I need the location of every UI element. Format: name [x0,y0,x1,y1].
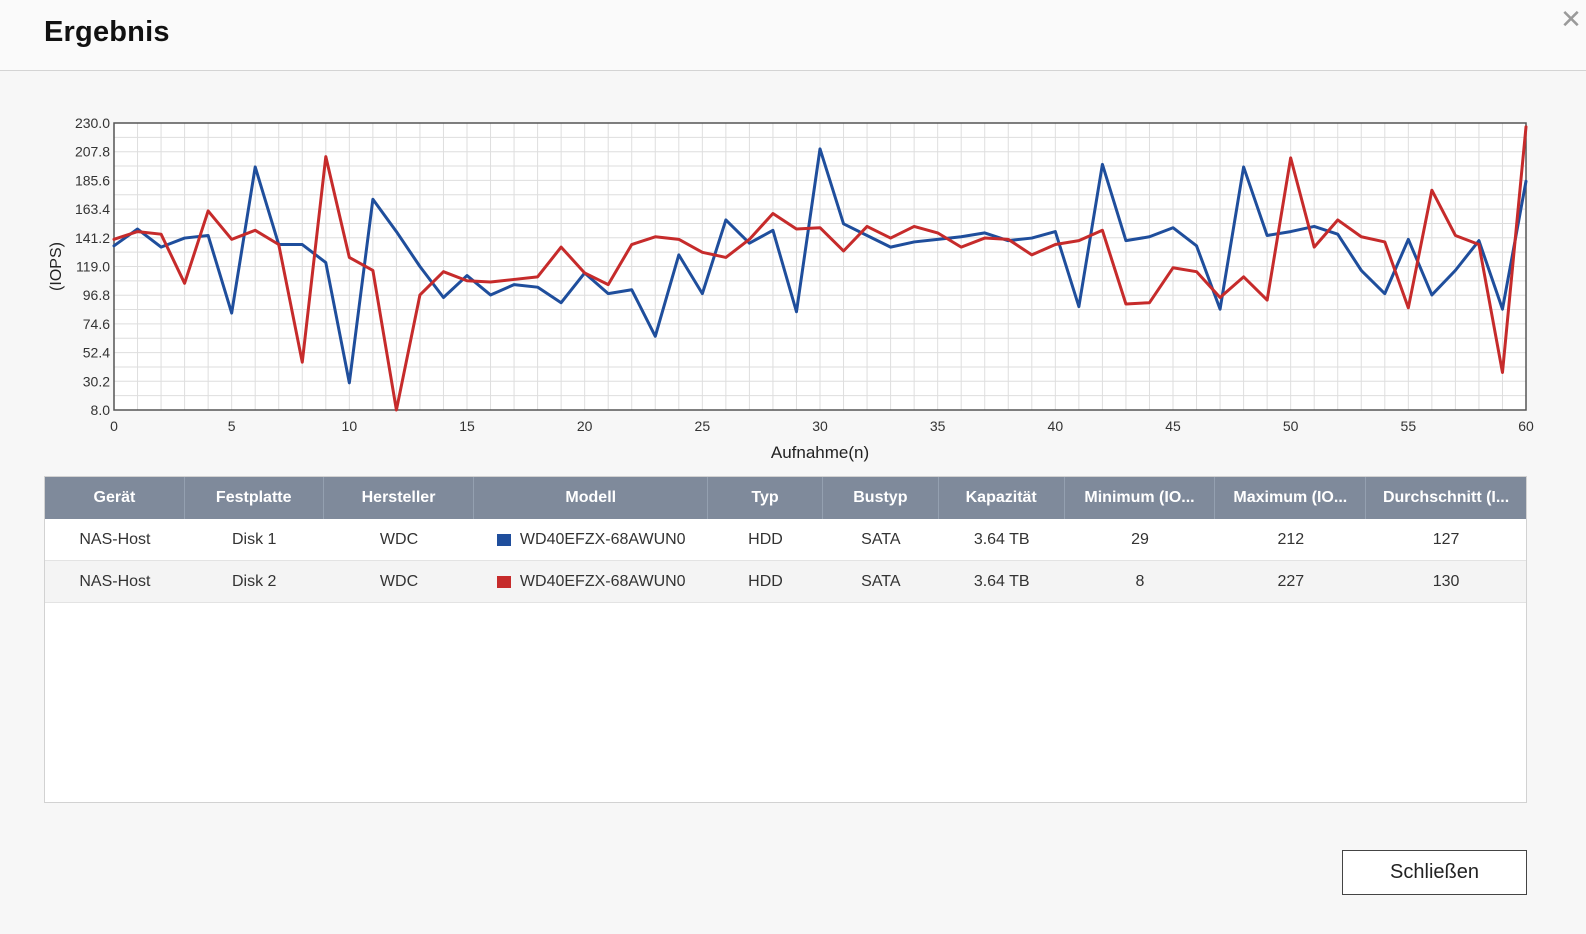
column-header[interactable]: Typ [708,477,823,519]
y-tick-label: 207.8 [75,144,110,160]
y-tick-label: 30.2 [83,373,110,389]
model-label: WD40EFZX-68AWUN0 [519,530,686,548]
table-cell-capacity: 3.64 TB [973,530,1030,548]
table-cell-model: WD40EFZX-68AWUN0 [474,561,708,602]
table-cell-vendor: WDC [379,530,419,548]
x-tick-label: 30 [812,418,828,434]
y-tick-label: 119.0 [76,259,110,275]
series-line-2 [112,125,1528,412]
x-tick-label: 5 [228,418,236,434]
x-tick-label: 35 [930,418,946,434]
x-tick-label: 0 [110,418,118,434]
series-line-1 [112,147,1528,385]
column-header[interactable]: Hersteller [324,477,475,519]
column-header[interactable]: Kapazität [939,477,1065,519]
x-tick-label: 40 [1048,418,1064,434]
y-tick-label: 74.6 [83,316,110,332]
column-header[interactable]: Bustyp [823,477,939,519]
x-axis-label: Aufnahme(n) [771,443,869,462]
table-cell-bus: SATA [861,572,901,590]
y-tick-label: 8.0 [91,402,111,418]
series-color-swatch [496,533,511,546]
table-row[interactable]: NAS-Host Disk 1 WDC WD40EFZX-68AWUN0 HDD SATA… [45,519,1526,561]
table-cell-min: 29 [1131,530,1149,548]
x-tick-label: 10 [342,418,358,434]
dialog-header: Ergebnis ✕ [0,0,1586,71]
table-cell-model: WD40EFZX-68AWUN0 [474,519,708,560]
table-cell-vendor: WDC [379,572,419,590]
table-row[interactable]: NAS-Host Disk 2 WDC WD40EFZX-68AWUN0 HDD SATA… [45,561,1526,603]
y-tick-label: 230.0 [75,115,110,131]
x-tick-label: 60 [1518,418,1534,434]
column-header[interactable]: Durchschnitt (I... [1382,489,1510,506]
results-table: Gerät Festplatte Hersteller Modell Typ Bustyp… [44,476,1527,803]
table-cell-disk: Disk 1 [231,530,277,548]
table-cell-avg: 127 [1432,530,1460,548]
table-cell-type: HDD [748,530,783,548]
table-header: Gerät Festplatte Hersteller Modell Typ Bustyp… [45,477,1526,519]
column-header[interactable]: Modell [474,477,709,519]
table-cell-max: 227 [1277,572,1305,590]
y-tick-label: 52.4 [83,345,110,361]
plot-border [113,122,1527,411]
close-button[interactable]: Schließen [1342,850,1527,895]
y-tick-label: 163.4 [75,201,110,217]
dialog-title: Ergebnis [44,16,170,48]
table-cell-capacity: 3.64 TB [973,572,1030,590]
table-cell-type: HDD [748,572,783,590]
table-cell-disk: Disk 2 [231,572,277,590]
y-axis-label: (IOPS) [48,242,65,291]
table-body: NAS-Host Disk 1 WDC WD40EFZX-68AWUN0 HDD SATA… [45,519,1526,603]
x-tick-label: 20 [577,418,593,434]
close-icon[interactable]: ✕ [1560,4,1582,34]
table-cell-min: 8 [1135,572,1145,590]
table-cell-max: 212 [1277,530,1305,548]
y-tick-label: 185.6 [75,172,110,188]
table-cell-avg: 130 [1432,572,1460,590]
x-tick-label: 45 [1165,418,1181,434]
x-tick-label: 25 [695,418,711,434]
series-color-swatch [496,575,511,588]
x-tick-label: 55 [1401,418,1417,434]
column-header[interactable]: Maximum (IO... [1215,477,1367,519]
column-header[interactable]: Gerät [45,477,185,519]
column-header[interactable]: Minimum (IO... [1065,477,1216,519]
table-cell-bus: SATA [861,530,901,548]
model-label: WD40EFZX-68AWUN0 [519,572,686,590]
iops-chart: 230.0 207.8 185.6 163.4 141.2 119.0 96.8 74.6 52… [40,110,1550,470]
x-tick-label: 50 [1283,418,1299,434]
table-cell-device: NAS-Host [79,530,151,548]
x-tick-label: 15 [459,418,475,434]
y-tick-label: 96.8 [83,287,110,303]
chart-svg: 230.0207.8185.6163.4141.2119.096.874.652… [48,115,1534,462]
column-header[interactable]: Festplatte [185,477,324,519]
table-cell-device: NAS-Host [79,572,151,590]
y-tick-label: 141.2 [75,230,110,246]
